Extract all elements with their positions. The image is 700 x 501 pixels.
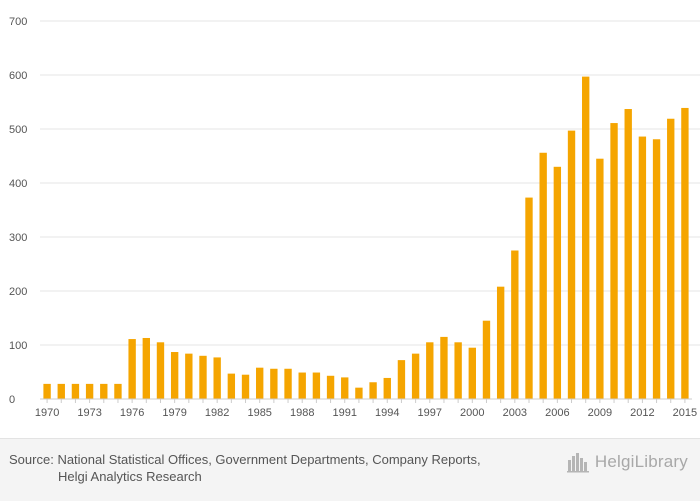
- bar-1992[interactable]: [355, 387, 363, 399]
- bar-1985[interactable]: [256, 367, 264, 399]
- x-tick-label: 2009: [588, 407, 612, 419]
- bar-1993[interactable]: [369, 382, 377, 399]
- x-tick-label: 1985: [247, 407, 271, 419]
- bar-2015[interactable]: [681, 107, 689, 399]
- bar-2014[interactable]: [667, 118, 675, 400]
- source-note: Source: National Statistical Offices, Go…: [9, 451, 549, 485]
- bar-2009[interactable]: [596, 158, 604, 399]
- bar-1988[interactable]: [298, 372, 306, 399]
- bar-1981[interactable]: [199, 355, 207, 399]
- x-tick-label: 1988: [290, 407, 314, 419]
- x-tick-label: 1979: [162, 407, 186, 419]
- bar-1994[interactable]: [383, 377, 391, 399]
- x-tick-label: 1982: [205, 407, 229, 419]
- logo-text: HelgiLibrary: [594, 452, 688, 471]
- bar-2004[interactable]: [525, 197, 533, 399]
- gridlines: [40, 20, 700, 346]
- x-axis-labels: 1970 1973 1976 1979 1982 1985 1988 1991 1994 1997…: [35, 407, 697, 419]
- source-line-1: National Statistical Offices, Government…: [57, 452, 481, 467]
- footer: Source: National Statistical Offices, Go…: [0, 438, 700, 501]
- bar-2013[interactable]: [652, 139, 661, 399]
- city-skyline-icon: [566, 453, 589, 473]
- x-axis-ticks: [46, 399, 686, 403]
- y-tick-label: 400: [9, 178, 27, 190]
- bar-2012[interactable]: [638, 136, 647, 399]
- bars: [43, 76, 689, 400]
- bar-1979[interactable]: [170, 352, 179, 399]
- helgi-library-logo[interactable]: HelgiLibrary: [566, 451, 688, 473]
- bar-1983[interactable]: [227, 373, 236, 399]
- bar-1970[interactable]: [43, 383, 51, 399]
- x-tick-label: 1994: [375, 407, 399, 419]
- bar-1986[interactable]: [270, 368, 278, 399]
- x-tick-label: 1973: [77, 407, 101, 419]
- bar-1971[interactable]: [57, 383, 65, 399]
- y-tick-label: 200: [9, 286, 27, 298]
- x-tick-label: 2006: [545, 407, 569, 419]
- bar-1996[interactable]: [411, 353, 420, 399]
- bar-1990[interactable]: [326, 375, 335, 399]
- bar-2011[interactable]: [624, 109, 632, 400]
- bar-1991[interactable]: [341, 377, 349, 399]
- x-tick-label: 2012: [630, 407, 654, 419]
- bar-1989[interactable]: [312, 372, 321, 399]
- x-tick-label: 1970: [35, 407, 59, 419]
- bar-1974[interactable]: [100, 383, 108, 399]
- y-tick-label: 100: [9, 340, 27, 352]
- bar-2005[interactable]: [539, 152, 547, 399]
- bar-2002[interactable]: [496, 286, 505, 399]
- bar-1995[interactable]: [397, 360, 406, 399]
- y-tick-label: 0: [9, 394, 15, 406]
- y-tick-label: 700: [9, 16, 27, 28]
- source-prefix: Source:: [9, 452, 54, 467]
- bar-1999[interactable]: [454, 342, 462, 399]
- bar-2003[interactable]: [511, 250, 519, 400]
- bar-1972[interactable]: [71, 383, 80, 399]
- bar-1987[interactable]: [284, 368, 292, 399]
- y-tick-label: 500: [9, 124, 27, 136]
- x-tick-label: 1997: [418, 407, 442, 419]
- bar-2001[interactable]: [482, 320, 491, 399]
- y-tick-label: 600: [9, 70, 27, 82]
- bar-1978[interactable]: [156, 342, 165, 399]
- bar-2008[interactable]: [582, 76, 590, 400]
- bar-2007[interactable]: [567, 130, 576, 399]
- bar-1973[interactable]: [85, 383, 94, 399]
- x-tick-label: 2000: [460, 407, 484, 419]
- bar-2000[interactable]: [468, 347, 476, 399]
- y-tick-label: 300: [9, 232, 27, 244]
- source-line-2: Helgi Analytics Research: [58, 469, 202, 484]
- bar-1975[interactable]: [114, 383, 122, 399]
- bar-2006[interactable]: [553, 166, 562, 399]
- x-tick-label: 1991: [332, 407, 356, 419]
- bar-1982[interactable]: [213, 357, 221, 399]
- x-tick-label: 2003: [503, 407, 527, 419]
- bar-1980[interactable]: [185, 353, 193, 399]
- bar-1976[interactable]: [128, 339, 136, 399]
- bar-1977[interactable]: [142, 337, 150, 399]
- bar-2010[interactable]: [610, 123, 618, 399]
- bar-1997[interactable]: [426, 342, 434, 399]
- x-tick-label: 2015: [673, 407, 697, 419]
- x-tick-label: 1976: [120, 407, 144, 419]
- bar-1998[interactable]: [440, 336, 448, 399]
- bar-1984[interactable]: [241, 374, 250, 399]
- y-axis-labels: 0 100 200 300 400 500 600 700: [9, 16, 27, 406]
